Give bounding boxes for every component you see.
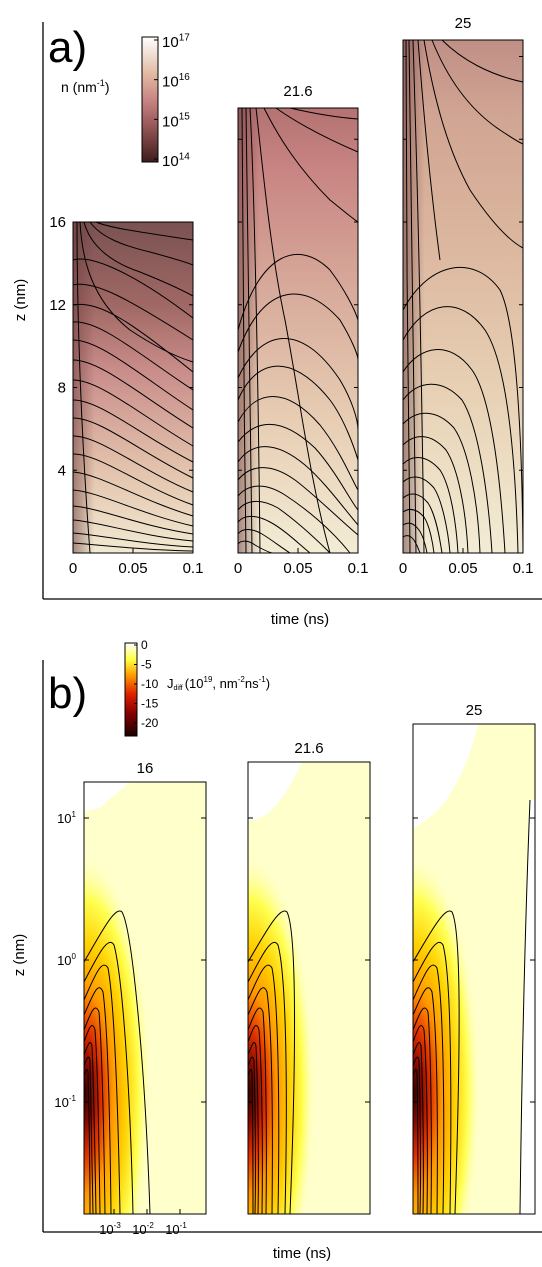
subplot-a-16 — [72, 221, 194, 554]
colorbar-b — [124, 642, 138, 737]
panel-a-letter: a) — [48, 23, 87, 72]
colorbar-a-label: n (nm-1) — [61, 78, 109, 95]
x-tick-label: 0 — [234, 560, 242, 577]
colorbar-a-tick-label: 1016 — [162, 72, 190, 91]
x-tick-label: 10-2 — [132, 1221, 154, 1237]
x-tick-label: 0.05 — [118, 560, 147, 577]
colorbar-b-tick-label: 0 — [141, 638, 148, 652]
subplot-title: 21.6 — [283, 83, 312, 100]
x-tick-label: 0.1 — [348, 560, 369, 577]
subplot-b-16 — [83, 781, 207, 1215]
subplot-title: 25 — [455, 15, 472, 32]
colorbar-b-ticks: 0 -5 -10 -15 -20 — [134, 638, 159, 730]
x-tick-label: 0.05 — [448, 560, 477, 577]
colorbar-b-label: Jdiff (1019, nm-2ns-1) — [167, 675, 270, 692]
subplot-a-25 — [402, 39, 524, 554]
panel-a-axes: 0 0.05 0.1 0 0.05 0.1 0 0.05 0.1 16 12 8 4 — [49, 56, 534, 577]
y-tick-label: 100 — [57, 952, 76, 968]
y-tick-label: 16 — [49, 214, 66, 231]
subplot-a-21.6 — [237, 107, 359, 554]
x-tick-label: 0 — [69, 560, 77, 577]
x-tick-label: 10-1 — [165, 1221, 187, 1237]
x-tick-label: 0.05 — [283, 560, 312, 577]
panel-b-titles: 16 21.6 25 — [137, 702, 483, 777]
x-tick-label: 0.1 — [183, 560, 204, 577]
panel-b-ylabel: z (nm) — [11, 934, 28, 977]
colorbar-a-ticks: 1017 1016 1015 1014 — [154, 32, 190, 170]
y-tick-label: 10-1 — [54, 1094, 76, 1110]
x-tick-label: 0.1 — [513, 560, 534, 577]
x-tick-label: 10-3 — [99, 1221, 121, 1237]
subplot-b-21.6 — [247, 761, 371, 1215]
subplot-b-25 — [412, 723, 536, 1215]
subplot-title: 16 — [137, 760, 154, 777]
colorbar-a-tick-label: 1017 — [162, 32, 190, 51]
y-tick-label: 8 — [58, 380, 66, 397]
colorbar-b-tick-label: -5 — [141, 658, 152, 672]
colorbar-b-tick-label: -10 — [141, 677, 159, 691]
colorbar-a — [141, 36, 159, 163]
panel-a-xlabel: time (ns) — [271, 611, 329, 628]
subplot-title: 21.6 — [294, 740, 323, 757]
colorbar-a-tick-label: 1015 — [162, 112, 190, 131]
colorbar-a-tick-label: 1014 — [162, 151, 190, 170]
panel-b-xlabel: time (ns) — [273, 1245, 331, 1262]
colorbar-b-tick-label: -15 — [141, 697, 159, 711]
y-tick-label: 12 — [49, 297, 66, 314]
panel-a-titles: 21.6 25 — [283, 15, 471, 100]
x-tick-label: 0 — [399, 560, 407, 577]
colorbar-b-tick-label: -20 — [141, 716, 159, 730]
panel-b-axes: 101 100 10-1 10-3 10-2 10-1 — [54, 810, 535, 1237]
panel-b-letter: b) — [48, 669, 87, 718]
y-tick-label: 4 — [58, 462, 66, 479]
panel-a-ylabel: z (nm) — [12, 279, 29, 322]
subplot-title: 25 — [466, 702, 483, 719]
y-tick-label: 101 — [57, 810, 76, 826]
